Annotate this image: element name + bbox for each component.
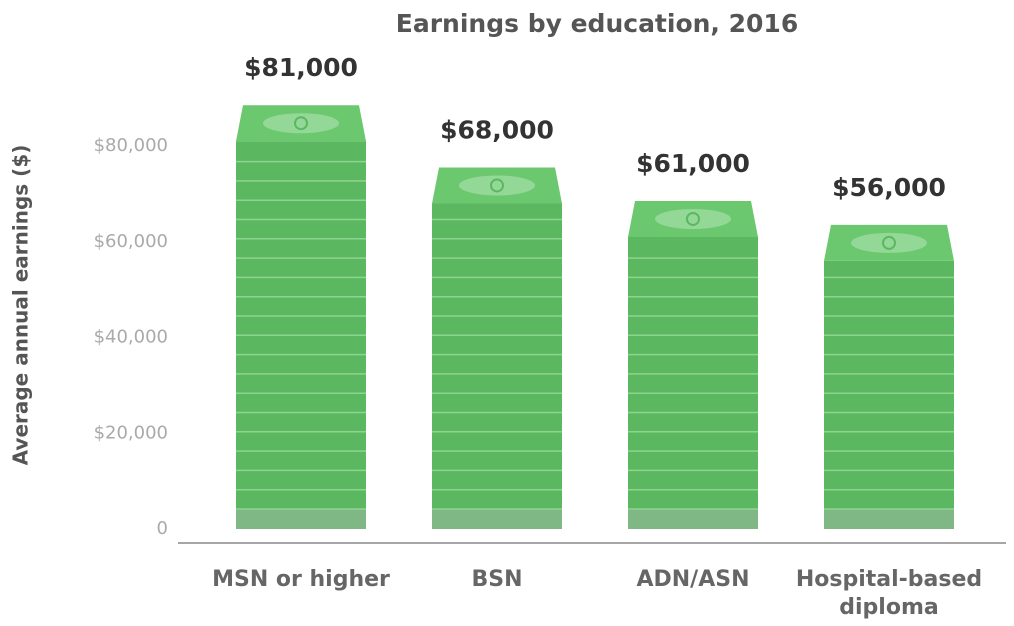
bill-seal <box>882 235 896 250</box>
bar-base <box>236 509 366 529</box>
bar-base <box>628 509 758 529</box>
y-tick-label: $60,000 <box>94 231 168 252</box>
value-label: $56,000 <box>832 173 946 202</box>
y-axis-label: Average annual earnings ($) <box>9 145 33 466</box>
x-tick-label: MSN or higher <box>212 567 390 592</box>
bill-seal <box>686 211 700 226</box>
x-tick-label: ADN/ASN <box>636 567 750 592</box>
value-label: $81,000 <box>244 53 358 82</box>
y-tick-label: $40,000 <box>94 327 168 348</box>
y-tick-label: $20,000 <box>94 422 168 443</box>
bill-oval <box>655 208 731 229</box>
bill-seal <box>294 116 308 131</box>
value-label: $61,000 <box>636 149 750 178</box>
bill-oval <box>263 113 339 134</box>
bar <box>628 236 758 529</box>
bill-seal <box>490 178 504 193</box>
bar <box>824 260 954 529</box>
bar <box>432 203 562 529</box>
y-tick-label: $80,000 <box>94 135 168 156</box>
x-tick-label: BSN <box>471 567 523 592</box>
bill-oval <box>851 232 927 253</box>
value-label: $68,000 <box>440 115 554 144</box>
x-tick-label: Hospital-based diploma <box>795 567 983 620</box>
bar-base <box>432 509 562 529</box>
y-tick-label: 0 <box>157 518 168 539</box>
bill-oval <box>459 175 535 196</box>
chart-title: Earnings by education, 2016 <box>396 9 798 38</box>
bar-base <box>824 509 954 529</box>
